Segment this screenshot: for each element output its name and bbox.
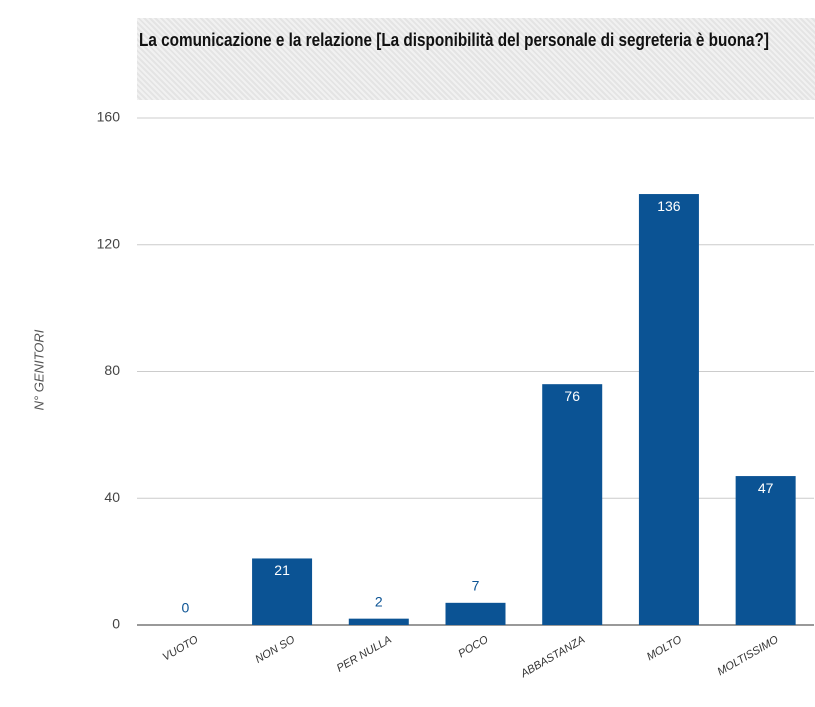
x-tick-label: MOLTISSIMO (715, 634, 780, 679)
x-tick-label: NON SO (253, 634, 297, 666)
data-label: 0 (181, 600, 189, 616)
x-tick-label: PER NULLA (335, 634, 394, 675)
data-label: 2 (375, 593, 383, 609)
data-label: 47 (758, 480, 774, 496)
data-label: 21 (274, 562, 290, 578)
y-tick-label: 0 (112, 616, 120, 632)
data-label: 76 (564, 388, 580, 404)
x-tick-label: POCO (456, 634, 490, 661)
bar (735, 476, 796, 625)
y-axis-label: N° GENITORI (31, 329, 46, 410)
x-tick-label: ABBASTANZA (518, 634, 587, 681)
bar (348, 618, 409, 625)
y-tick-label: 80 (104, 362, 120, 378)
y-tick-label: 160 (97, 109, 121, 125)
y-tick-label: 40 (104, 489, 120, 505)
chart-title: La comunicazione e la relazione [La disp… (139, 30, 770, 50)
bar (542, 384, 603, 625)
y-tick-label: 120 (97, 235, 121, 251)
bar (445, 602, 506, 625)
data-label: 7 (472, 578, 480, 594)
x-tick-label: VUOTO (161, 634, 201, 664)
title-background (137, 18, 815, 100)
bar (252, 558, 313, 625)
bar (638, 194, 699, 626)
data-label: 136 (657, 198, 681, 214)
x-tick-label: MOLTO (645, 634, 684, 664)
